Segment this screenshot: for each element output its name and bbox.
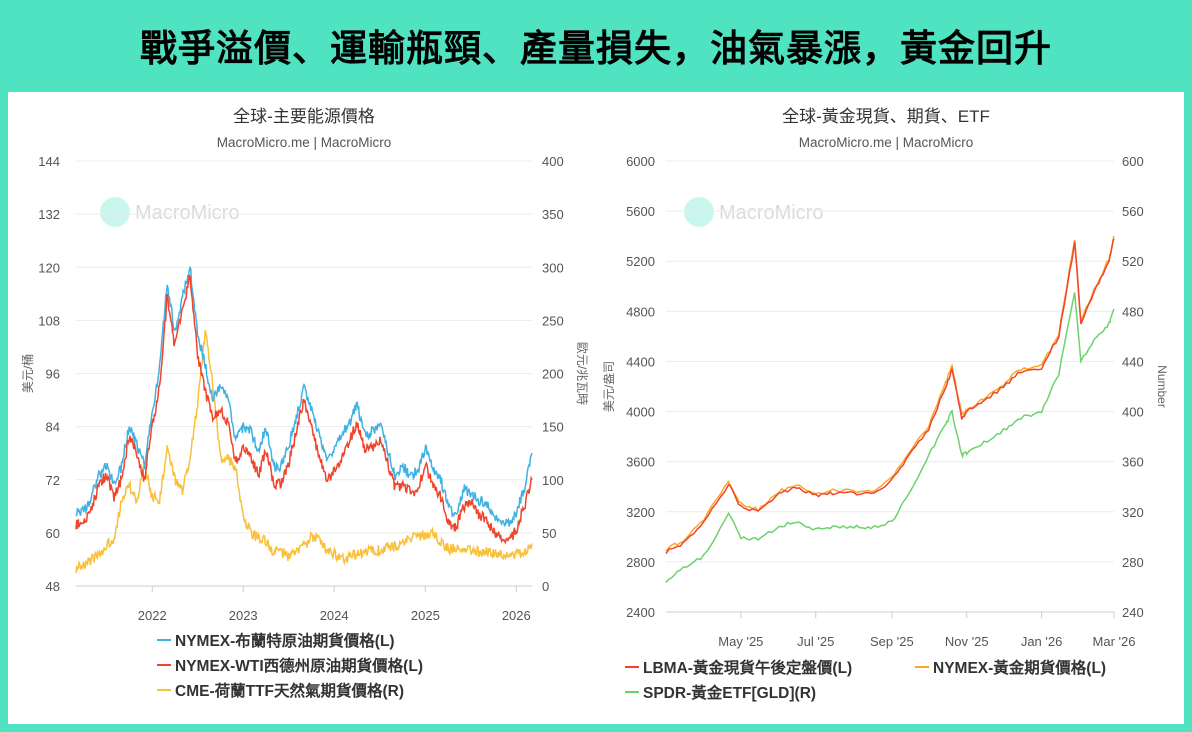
x-tick-label: 2025 [411,608,440,623]
legend-item: NYMEX-布蘭特原油期貨價格(L) [175,631,395,650]
y-tick-left: 3600 [626,455,655,470]
y-tick-left: 132 [38,207,60,222]
y-tick-left: 4000 [626,405,655,420]
watermark-logo-icon [100,197,130,227]
y-axis-label-right: 歐元/兆瓦時 [575,342,590,405]
series-line-1 [75,274,533,545]
y-tick-left: 144 [38,154,60,169]
series-line-2 [665,292,1115,583]
x-tick-label: Jan '26 [1021,634,1063,649]
y-tick-right: 440 [1122,354,1144,369]
y-tick-right: 0 [542,579,549,594]
y-tick-right: 600 [1122,154,1144,169]
y-tick-right: 50 [542,526,556,541]
y-tick-left: 2800 [626,555,655,570]
y-tick-right: 520 [1122,254,1144,269]
chart-subtitle: MacroMicro.me | MacroMicro [217,135,392,150]
y-tick-left: 4800 [626,304,655,319]
y-axis-label-left: 美元/盎司 [602,361,616,412]
legend-item: SPDR-黃金ETF[GLD](R) [643,683,816,702]
y-tick-left: 60 [46,526,60,541]
y-tick-left: 84 [46,420,60,435]
y-tick-right: 300 [542,260,564,275]
chart-subtitle: MacroMicro.me | MacroMicro [799,135,974,150]
y-tick-right: 480 [1122,304,1144,319]
y-tick-right: 100 [542,473,564,488]
legend-item: NYMEX-黃金期貨價格(L) [933,658,1106,677]
y-tick-right: 280 [1122,555,1144,570]
chart-title: 全球-黃金現貨、期貨、ETF [782,107,990,126]
y-tick-right: 320 [1122,505,1144,520]
charts-card [8,92,1184,724]
y-tick-left: 96 [46,367,60,382]
watermark: MacroMicro [719,202,823,224]
y-tick-right: 150 [542,420,564,435]
x-tick-label: 2024 [320,608,349,623]
x-tick-label: Sep '25 [870,634,914,649]
y-tick-right: 400 [1122,405,1144,420]
x-tick-label: 2023 [229,608,258,623]
series-line-0 [75,265,533,528]
series-line-1 [665,235,1115,552]
y-tick-right: 400 [542,154,564,169]
legend-item: LBMA-黃金現貨午後定盤價(L) [643,658,852,677]
watermark-logo-icon [684,197,714,227]
legend-item: CME-荷蘭TTF天然氣期貨價格(R) [175,681,404,700]
watermark: MacroMicro [135,202,239,224]
y-tick-left: 120 [38,260,60,275]
y-tick-left: 48 [46,579,60,594]
series-line-2 [75,329,533,574]
y-tick-left: 3200 [626,505,655,520]
y-tick-left: 5600 [626,204,655,219]
x-tick-label: May '25 [718,634,763,649]
y-tick-right: 250 [542,313,564,328]
legend-item: NYMEX-WTI西德州原油期貨價格(L) [175,656,423,675]
y-tick-right: 350 [542,207,564,222]
y-axis-label-left: 美元/桶 [20,354,35,393]
y-tick-left: 108 [38,313,60,328]
y-tick-left: 72 [46,473,60,488]
page-title: 戰爭溢價、運輸瓶頸、產量損失，油氣暴漲，黃金回升 [140,27,1052,70]
chart-title: 全球-主要能源價格 [233,107,375,126]
series-line-0 [665,238,1115,555]
y-tick-right: 560 [1122,204,1144,219]
y-tick-left: 4400 [626,354,655,369]
y-tick-right: 200 [542,367,564,382]
y-axis-label-right: Number [1155,365,1169,408]
x-tick-label: 2026 [502,608,531,623]
x-tick-label: Jul '25 [797,634,834,649]
x-tick-label: Nov '25 [945,634,989,649]
x-tick-label: 2022 [138,608,167,623]
x-tick-label: Mar '26 [1093,634,1136,649]
y-tick-left: 6000 [626,154,655,169]
y-tick-right: 360 [1122,455,1144,470]
y-tick-left: 5200 [626,254,655,269]
y-tick-right: 240 [1122,605,1144,620]
y-tick-left: 2400 [626,605,655,620]
